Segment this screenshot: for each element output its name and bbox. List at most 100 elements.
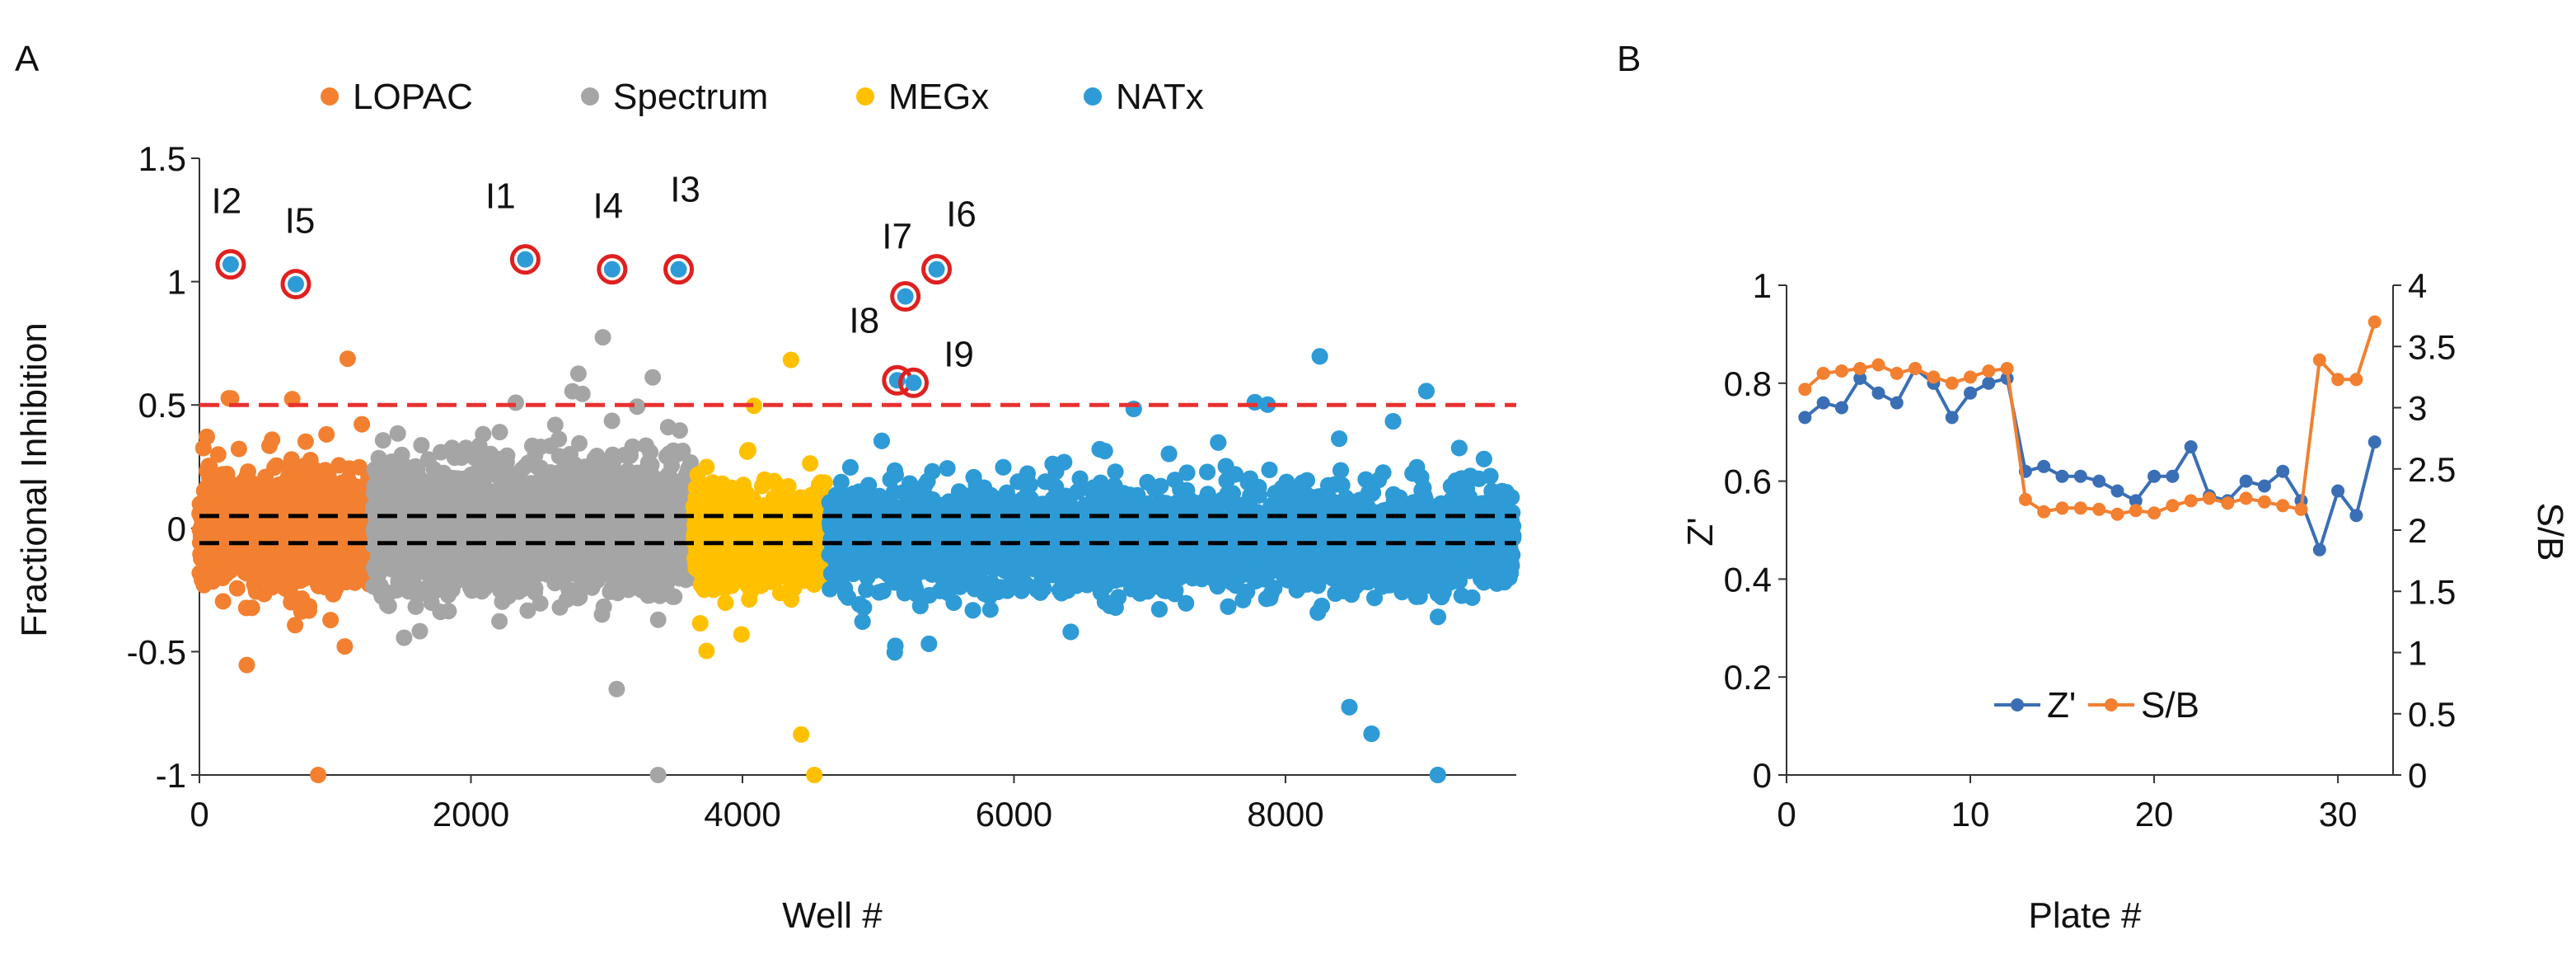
data-point [564, 383, 581, 400]
scatter-y-tick-label: 1.5 [138, 139, 186, 178]
data-point [473, 583, 490, 600]
data-point [793, 726, 810, 743]
data-point [494, 593, 511, 610]
data-point [486, 566, 503, 583]
data-point [416, 580, 433, 598]
data-point [658, 448, 675, 465]
data-point [336, 638, 354, 655]
data-point [603, 412, 621, 430]
data-point [246, 534, 263, 552]
data-point [507, 394, 524, 411]
data-point [569, 365, 587, 383]
data-point [513, 580, 531, 598]
data-point [312, 545, 330, 562]
data-point [649, 611, 667, 628]
series-natx [821, 348, 1522, 783]
data-point [508, 470, 526, 487]
data-point [520, 488, 537, 505]
data-point [607, 505, 624, 522]
scatter-x-tick-label: 6000 [976, 795, 1052, 834]
data-point [304, 559, 321, 576]
data-point [541, 437, 559, 454]
data-point [343, 495, 360, 513]
data-point [432, 603, 449, 621]
data-point [230, 440, 247, 458]
data-point [237, 599, 255, 617]
scatter-x-tick-label: 0 [190, 795, 208, 834]
series-lopac [191, 350, 382, 783]
data-point [201, 458, 218, 475]
data-point [622, 447, 639, 464]
data-point [261, 437, 278, 454]
data-point [719, 495, 736, 512]
data-point [771, 585, 789, 602]
data-point [214, 593, 232, 610]
scatter-y-tick-label: -1 [156, 756, 186, 795]
data-point [374, 432, 391, 449]
data-point [419, 451, 437, 468]
data-point [448, 491, 466, 507]
scatter-y-tick-label: 0 [167, 510, 186, 548]
data-point [396, 629, 413, 646]
data-point [277, 511, 294, 528]
data-point [287, 617, 304, 634]
data-point [239, 481, 256, 498]
data-point [339, 350, 356, 368]
data-point [733, 626, 750, 643]
data-point [780, 477, 797, 495]
data-point [407, 598, 424, 615]
data-point [415, 481, 433, 499]
data-point [446, 449, 463, 467]
data-point [192, 528, 209, 544]
data-point [310, 463, 327, 481]
data-point [704, 474, 721, 491]
data-point [261, 557, 279, 575]
data-point [491, 613, 508, 630]
data-point [562, 468, 579, 486]
data-point [396, 458, 413, 476]
data-point [782, 351, 799, 369]
data-point [325, 585, 342, 603]
data-point [194, 439, 212, 457]
data-point [222, 390, 240, 407]
data-point [638, 461, 655, 478]
data-point [209, 446, 227, 463]
data-point [206, 499, 223, 516]
data-point [283, 451, 300, 468]
data-point [606, 580, 623, 598]
data-point [207, 547, 224, 565]
panel-b-label: B [1617, 39, 1641, 79]
data-point [293, 603, 310, 620]
data-point [698, 642, 715, 660]
data-point [649, 767, 667, 783]
series-megx [685, 351, 838, 783]
data-point [546, 416, 564, 434]
data-point [217, 479, 234, 496]
data-point [593, 606, 611, 623]
data-point [660, 548, 677, 566]
data-point [328, 554, 345, 571]
data-point [768, 557, 785, 574]
data-point [784, 553, 801, 571]
data-point [429, 552, 447, 570]
data-point [523, 437, 541, 454]
data-point [532, 594, 549, 612]
data-point [193, 550, 210, 567]
data-point [400, 581, 417, 599]
data-point [594, 329, 611, 346]
data-point [396, 538, 414, 555]
data-point [409, 461, 426, 477]
data-point [381, 585, 398, 602]
data-point [658, 493, 676, 510]
data-point [247, 583, 265, 600]
data-point [672, 565, 689, 582]
data-point [702, 563, 719, 580]
data-point [540, 563, 557, 580]
data-point [585, 454, 602, 472]
data-point [571, 434, 588, 452]
data-point [691, 615, 709, 632]
data-point [289, 571, 307, 588]
data-point [666, 588, 683, 605]
